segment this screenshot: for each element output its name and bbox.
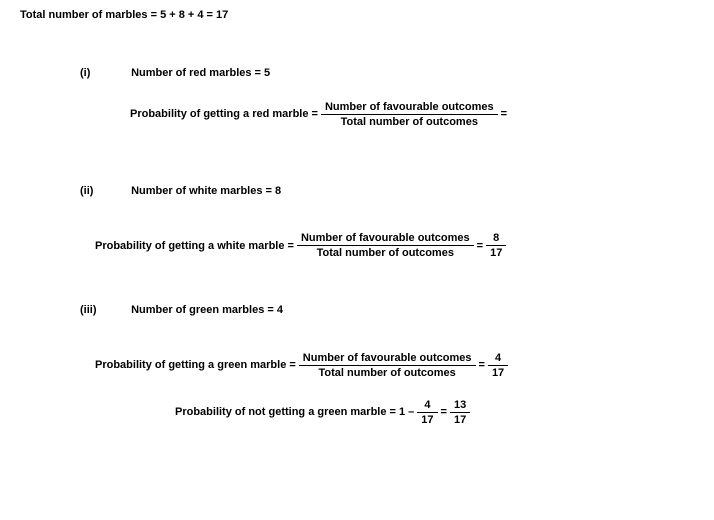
part-i-prob-label: Probability of getting a red marble =	[130, 107, 318, 121]
part-iii-not-result: 13 17	[450, 399, 470, 426]
part-iii-prob-label: Probability of getting a green marble =	[95, 358, 296, 372]
part-ii-count-text: Number of white marbles = 8	[131, 185, 281, 197]
part-i-trail-eq: =	[501, 107, 507, 121]
frac-num: Number of favourable outcomes	[321, 101, 498, 114]
frac-den: Total number of outcomes	[297, 245, 474, 259]
part-i-probability: Probability of getting a red marble = Nu…	[20, 101, 706, 128]
total-marbles-line: Total number of marbles = 5 + 8 + 4 = 17	[20, 8, 706, 22]
part-ii-fraction: Number of favourable outcomes Total numb…	[297, 232, 474, 259]
eq-sign: =	[479, 358, 485, 372]
part-ii-probability: Probability of getting a white marble = …	[20, 232, 706, 259]
frac-den: Total number of outcomes	[299, 365, 476, 379]
frac-num: Number of favourable outcomes	[297, 232, 474, 245]
not-result-num: 13	[450, 399, 470, 412]
part-i-count: (i) Number of red marbles = 5	[20, 66, 706, 80]
solution-document: Total number of marbles = 5 + 8 + 4 = 17…	[0, 0, 714, 440]
part-iii-not-label: Probability of not getting a green marbl…	[175, 405, 414, 419]
result-num: 8	[486, 232, 506, 245]
part-ii-result: 8 17	[486, 232, 506, 259]
eq-sign: =	[477, 239, 483, 253]
part-iii-probability: Probability of getting a green marble = …	[20, 352, 706, 379]
roman-ii: (ii)	[80, 184, 128, 198]
result-den: 17	[488, 365, 508, 379]
part-iii-count-text: Number of green marbles = 4	[131, 304, 283, 316]
not-frac-den: 17	[417, 412, 437, 426]
result-den: 17	[486, 245, 506, 259]
roman-iii: (iii)	[80, 303, 128, 317]
result-num: 4	[488, 352, 508, 365]
not-frac-num: 4	[417, 399, 437, 412]
roman-i: (i)	[80, 66, 128, 80]
not-result-den: 17	[450, 412, 470, 426]
part-ii-count: (ii) Number of white marbles = 8	[20, 184, 706, 198]
part-i-count-text: Number of red marbles = 5	[131, 67, 270, 79]
part-iii-result: 4 17	[488, 352, 508, 379]
part-iii-not-probability: Probability of not getting a green marbl…	[20, 399, 706, 426]
frac-den: Total number of outcomes	[321, 114, 498, 128]
part-iii-count: (iii) Number of green marbles = 4	[20, 303, 706, 317]
total-text: Total number of marbles = 5 + 8 + 4 = 17	[20, 9, 228, 21]
frac-num: Number of favourable outcomes	[299, 352, 476, 365]
part-iii-fraction: Number of favourable outcomes Total numb…	[299, 352, 476, 379]
part-i-fraction: Number of favourable outcomes Total numb…	[321, 101, 498, 128]
part-ii-prob-label: Probability of getting a white marble =	[95, 239, 294, 253]
eq-sign: =	[441, 405, 447, 419]
part-iii-not-frac: 4 17	[417, 399, 437, 426]
